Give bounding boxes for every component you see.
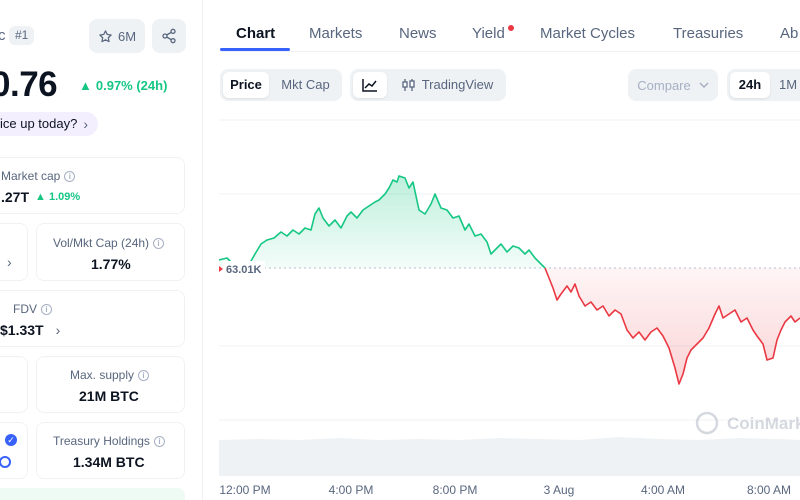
chevron-right-icon: › (55, 322, 61, 338)
treasury-holdings-value: 1.34M BTC (73, 454, 145, 470)
price-change-value: 0.97% (24h) (95, 78, 168, 93)
price-line-up (219, 175, 546, 269)
why-price-label: ice up today? (0, 116, 78, 131)
market-cap-value: .27T (1, 189, 30, 205)
tab-yield[interactable]: Yield (472, 25, 505, 42)
section-tabs: Chart Markets News Yield Market Cycles T… (220, 0, 800, 52)
info-icon[interactable]: i (138, 369, 150, 381)
max-supply-value: 21M BTC (79, 388, 139, 404)
share-icon (162, 28, 176, 44)
circulating-supply-card (0, 356, 28, 413)
vol-mkt-cap-card: Vol/Mkt Cap (24h) i 1.77% (36, 223, 185, 281)
price-change-24h: ▲ 0.97% (24h) (79, 78, 167, 93)
x-tick: 4:00 PM (328, 483, 374, 497)
tradingview-label: TradingView (421, 77, 494, 92)
total-supply-card: ✓ (0, 422, 28, 479)
share-button[interactable] (152, 19, 186, 53)
price-chart[interactable]: 63.01K CoinMarke (219, 118, 800, 500)
market-cap-label: Market cap (1, 169, 61, 183)
range-1m-button[interactable]: 1M (778, 77, 798, 92)
star-icon (99, 29, 112, 42)
compare-label: Compare (637, 77, 691, 93)
info-icon[interactable]: i (153, 435, 165, 447)
baseline-marker-icon (219, 266, 223, 272)
fdv-label: FDV (13, 302, 37, 316)
market-cap-change: ▲ 1.09% (35, 191, 81, 203)
volume-band (219, 437, 800, 476)
x-tick: 3 Aug (543, 483, 575, 497)
coin-price: 0.76 (0, 65, 58, 104)
baseline-label-bg (223, 261, 265, 277)
coin-overview-panel: c #1 6M 0.76 ▲ 0.97% (24h) ice up today?… (0, 0, 203, 500)
tab-treasuries[interactable]: Treasuries (673, 25, 744, 42)
time-range-toggle: 24h 1M (727, 69, 800, 101)
caret-up-icon: ▲ (79, 78, 92, 93)
active-tab-indicator (220, 48, 290, 51)
x-tick: 4:00 AM (640, 483, 686, 497)
vol-mkt-cap-label: Vol/Mkt Cap (24h) (53, 236, 150, 250)
tradingview-button[interactable]: TradingView (392, 72, 502, 98)
max-supply-card: Max. supply i 21M BTC (36, 356, 185, 413)
fdv-card[interactable]: FDV i $1.33T › (0, 290, 185, 347)
range-24h-button[interactable]: 24h (730, 72, 770, 98)
coin-symbol: c (0, 27, 6, 44)
chevron-right-icon: › (83, 116, 89, 132)
vol-mkt-cap-value: 1.77% (91, 256, 131, 272)
tabs-divider (220, 51, 800, 52)
tab-markets[interactable]: Markets (309, 25, 363, 42)
candlestick-icon (402, 79, 415, 91)
watchlist-button[interactable]: 6M (89, 19, 145, 53)
watchlist-count: 6M (117, 28, 137, 44)
info-icon[interactable]: i (41, 303, 52, 315)
baseline-label: 63.01K (226, 264, 262, 276)
x-tick: 8:00 AM (746, 483, 792, 497)
x-tick: 12:00 PM (219, 483, 271, 497)
info-icon[interactable]: i (153, 237, 165, 249)
watermark-text: CoinMarke (727, 414, 800, 433)
price-toggle-button[interactable]: Price (223, 72, 269, 98)
tab-about[interactable]: Ab (780, 25, 799, 42)
verified-icon: ✓ (5, 434, 17, 446)
why-price-button[interactable]: ice up today? › (0, 112, 99, 136)
new-dot-icon (508, 25, 514, 31)
info-icon[interactable]: i (64, 170, 76, 182)
bottom-card-edge (0, 488, 185, 500)
tab-market-cycles[interactable]: Market Cycles (540, 25, 636, 42)
market-cap-card[interactable]: Market cap i .27T ▲ 1.09% (0, 157, 185, 214)
chevron-right-icon: › (7, 254, 12, 270)
line-chart-button[interactable] (353, 72, 387, 98)
tab-chart[interactable]: Chart (236, 25, 276, 42)
mktcap-toggle-button[interactable]: Mkt Cap (281, 77, 330, 92)
line-chart-icon (362, 79, 377, 92)
x-tick: 8:00 PM (432, 483, 478, 497)
positive-area (219, 176, 545, 268)
price-mktcap-toggle: Price Mkt Cap (220, 69, 342, 101)
price-line-down (544, 267, 800, 385)
tab-news[interactable]: News (399, 25, 437, 42)
treasury-holdings-card[interactable]: Treasury Holdings i 1.34M BTC (36, 422, 185, 479)
progress-ring-icon (0, 456, 11, 468)
max-supply-label: Max. supply (70, 368, 135, 382)
chart-type-toggle: TradingView (350, 69, 506, 101)
negative-area (545, 268, 800, 384)
chevron-down-icon (699, 82, 709, 88)
rank-badge: #1 (9, 26, 35, 45)
compare-dropdown[interactable]: Compare (628, 69, 718, 101)
coinmarketcap-watermark: CoinMarke (695, 411, 800, 435)
fdv-value: $1.33T (0, 322, 44, 338)
volume-card[interactable]: › (0, 223, 28, 281)
treasury-holdings-label: Treasury Holdings (53, 434, 150, 448)
